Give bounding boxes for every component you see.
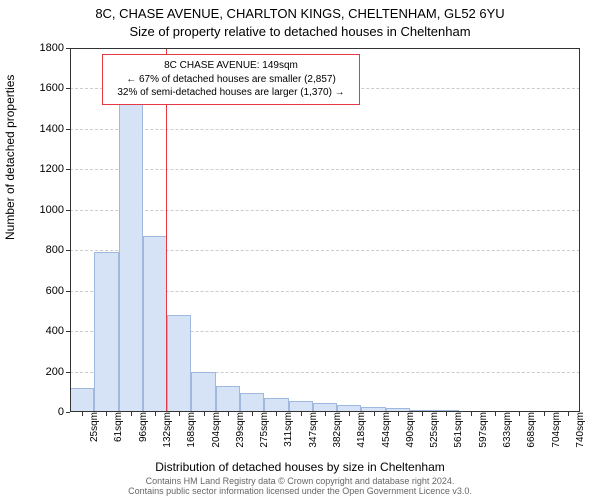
histogram-bar bbox=[70, 388, 94, 412]
x-tick-mark bbox=[349, 412, 350, 416]
x-tick-label: 96sqm bbox=[136, 412, 149, 442]
x-tick-mark bbox=[82, 412, 83, 416]
x-tick-label: 561sqm bbox=[451, 412, 464, 448]
x-tick-label: 740sqm bbox=[573, 412, 586, 448]
x-tick-mark bbox=[325, 412, 326, 416]
histogram-bar bbox=[289, 401, 313, 412]
gridline-h bbox=[70, 169, 580, 170]
x-tick-label: 275sqm bbox=[257, 412, 270, 448]
x-tick-mark bbox=[301, 412, 302, 416]
y-tick-mark bbox=[66, 210, 70, 211]
x-tick-label: 61sqm bbox=[111, 412, 124, 442]
histogram-bar bbox=[216, 386, 240, 412]
gridline-h bbox=[70, 129, 580, 130]
x-tick-label: 525sqm bbox=[427, 412, 440, 448]
x-tick-label: 239sqm bbox=[233, 412, 246, 448]
histogram-bar bbox=[119, 90, 143, 412]
marker-annotation-line-1: 8C CHASE AVENUE: 149sqm bbox=[111, 59, 351, 73]
x-tick-mark bbox=[495, 412, 496, 416]
histogram-bar bbox=[337, 405, 361, 412]
x-tick-label: 347sqm bbox=[306, 412, 319, 448]
x-tick-mark bbox=[544, 412, 545, 416]
histogram-bar bbox=[264, 398, 288, 412]
x-tick-label: 597sqm bbox=[476, 412, 489, 448]
x-tick-mark bbox=[252, 412, 253, 416]
x-tick-label: 704sqm bbox=[549, 412, 562, 448]
chart-title-sub: Size of property relative to detached ho… bbox=[0, 24, 600, 39]
x-tick-mark bbox=[374, 412, 375, 416]
x-tick-mark bbox=[131, 412, 132, 416]
x-tick-mark bbox=[155, 412, 156, 416]
x-tick-mark bbox=[106, 412, 107, 416]
y-tick-mark bbox=[66, 412, 70, 413]
x-tick-label: 668sqm bbox=[524, 412, 537, 448]
y-tick-mark bbox=[66, 129, 70, 130]
x-tick-mark bbox=[398, 412, 399, 416]
histogram-bar bbox=[240, 393, 264, 412]
marker-annotation-line-3: 32% of semi-detached houses are larger (… bbox=[111, 86, 351, 100]
x-tick-mark bbox=[422, 412, 423, 416]
histogram-bar bbox=[191, 372, 215, 412]
marker-annotation-box: 8C CHASE AVENUE: 149sqm← 67% of detached… bbox=[102, 54, 360, 105]
x-tick-label: 311sqm bbox=[281, 412, 294, 447]
y-tick-mark bbox=[66, 250, 70, 251]
x-tick-mark bbox=[446, 412, 447, 416]
y-tick-mark bbox=[66, 88, 70, 89]
x-tick-label: 132sqm bbox=[160, 412, 173, 448]
x-tick-label: 204sqm bbox=[209, 412, 222, 448]
x-tick-mark bbox=[519, 412, 520, 416]
footer-attribution: Contains HM Land Registry data © Crown c… bbox=[0, 476, 600, 496]
histogram-bar bbox=[167, 315, 191, 412]
x-tick-mark bbox=[179, 412, 180, 416]
x-tick-label: 418sqm bbox=[354, 412, 367, 448]
y-tick-mark bbox=[66, 169, 70, 170]
x-tick-label: 382sqm bbox=[330, 412, 343, 448]
y-tick-mark bbox=[66, 48, 70, 49]
footer-line-2: Contains public sector information licen… bbox=[0, 486, 600, 496]
x-tick-mark bbox=[471, 412, 472, 416]
y-axis-label: Number of detached properties bbox=[3, 75, 17, 240]
y-tick-mark bbox=[66, 291, 70, 292]
x-tick-label: 25sqm bbox=[87, 412, 100, 442]
gridline-h bbox=[70, 210, 580, 211]
x-tick-mark bbox=[204, 412, 205, 416]
x-tick-label: 168sqm bbox=[184, 412, 197, 448]
marker-annotation-line-2: ← 67% of detached houses are smaller (2,… bbox=[111, 73, 351, 87]
y-tick-mark bbox=[66, 372, 70, 373]
footer-line-1: Contains HM Land Registry data © Crown c… bbox=[0, 476, 600, 486]
x-tick-label: 490sqm bbox=[403, 412, 416, 448]
x-tick-label: 454sqm bbox=[379, 412, 392, 448]
histogram-bar bbox=[94, 252, 118, 412]
x-tick-mark bbox=[276, 412, 277, 416]
histogram-bar bbox=[313, 403, 337, 412]
x-axis-label: Distribution of detached houses by size … bbox=[0, 460, 600, 474]
y-tick-mark bbox=[66, 331, 70, 332]
histogram-bar bbox=[143, 236, 167, 412]
x-tick-mark bbox=[228, 412, 229, 416]
x-tick-label: 633sqm bbox=[500, 412, 513, 448]
chart-title-address: 8C, CHASE AVENUE, CHARLTON KINGS, CHELTE… bbox=[0, 6, 600, 21]
chart-plot-area: 02004006008001000120014001600180025sqm61… bbox=[70, 48, 580, 412]
x-tick-mark bbox=[568, 412, 569, 416]
